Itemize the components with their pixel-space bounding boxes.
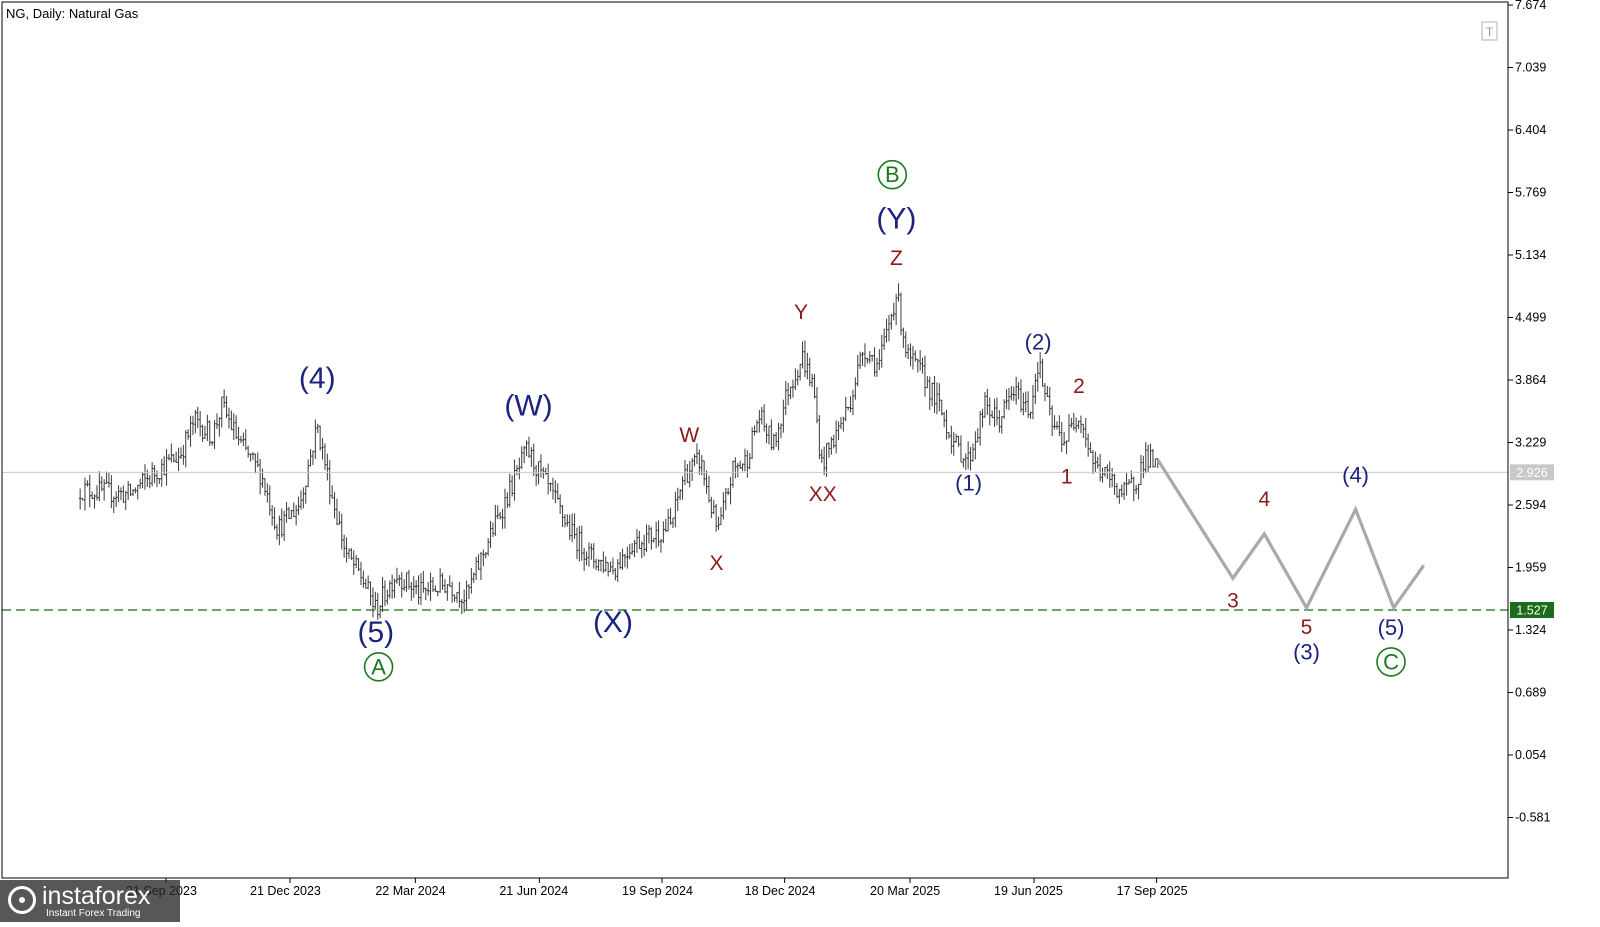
y-tick-label: 1.959 xyxy=(1515,561,1546,575)
y-tick-label: 3.864 xyxy=(1515,373,1546,387)
x-tick-label: 21 Dec 2023 xyxy=(250,884,321,898)
instaforex-logo-icon xyxy=(8,886,36,914)
y-tick-label: 7.039 xyxy=(1515,61,1546,75)
y-tick-label: 5.769 xyxy=(1515,186,1546,200)
panel-toggle-button[interactable]: T xyxy=(1481,21,1498,41)
current-price-tag-text: 2.926 xyxy=(1516,466,1547,480)
wave-label: 3 xyxy=(1227,589,1239,612)
wave-circle xyxy=(363,652,394,682)
x-tick-label: 19 Sep 2024 xyxy=(622,884,693,898)
wave-circle xyxy=(1376,647,1406,677)
wave-label-circled-b: B xyxy=(877,159,908,190)
x-tick-label: 17 Sep 2025 xyxy=(1117,884,1188,898)
wave-label: 1 xyxy=(1061,465,1073,488)
x-tick-label: 22 Mar 2024 xyxy=(375,884,445,898)
wave-label: B xyxy=(885,162,900,187)
x-tick-label: 21 Jun 2024 xyxy=(499,884,568,898)
wave-label: W xyxy=(679,424,699,447)
wave-labels: (4) (5) A (W) (X) W X Y XX Z (Y) B (1) (2) 2 1 3 4 5(3) (4)… xyxy=(299,159,1406,682)
y-tick-label: 0.689 xyxy=(1515,686,1546,700)
wave-label: 4 xyxy=(1258,488,1270,511)
wave-label: 2 xyxy=(1073,375,1085,398)
y-tick-label: 2.594 xyxy=(1515,498,1546,512)
y-tick-label: 3.229 xyxy=(1515,436,1546,450)
plot-frame xyxy=(1,1,1509,879)
panel-toggle-icon: T xyxy=(1486,25,1494,39)
wave-label: X xyxy=(709,552,723,575)
forecast-path xyxy=(1156,459,1426,612)
wave-label: (5) xyxy=(358,616,395,649)
support-level-tag: 1.527 xyxy=(1510,602,1554,619)
wave-label-circled-a: A xyxy=(363,652,394,682)
wave-label: (1) xyxy=(955,470,982,495)
instaforex-watermark: instaforex Instant Forex Trading xyxy=(0,880,180,922)
y-tick-label: -0.581 xyxy=(1515,811,1550,825)
wave-label: (2) xyxy=(1025,330,1052,355)
y-tick-label: 5.134 xyxy=(1515,248,1546,262)
current-price-tag: 2.926 xyxy=(1510,464,1554,481)
y-tick-label: 0.054 xyxy=(1515,748,1546,762)
watermark-tagline: Instant Forex Trading xyxy=(46,908,141,919)
wave-label: (3) xyxy=(1293,640,1320,665)
x-tick-label: 20 Mar 2025 xyxy=(870,884,940,898)
wave-label: (Y) xyxy=(876,202,916,235)
forecast-line xyxy=(1156,459,1426,612)
wave-circle xyxy=(877,159,908,190)
price-bars xyxy=(78,283,1159,620)
x-tick-label: 18 Dec 2024 xyxy=(745,884,816,898)
watermark-brand: instaforex xyxy=(42,882,151,910)
wave-label: A xyxy=(371,654,386,679)
wave-label: (W) xyxy=(504,389,552,422)
wave-label: Z xyxy=(890,247,903,270)
y-tick-label: 7.674 xyxy=(1515,0,1546,12)
wave-label-circled-c: C xyxy=(1376,647,1406,677)
wave-label: 5 xyxy=(1301,616,1313,639)
y-tick-label: 6.404 xyxy=(1515,123,1546,137)
wave-label: (5) xyxy=(1378,615,1405,640)
wave-label: XX xyxy=(809,483,837,506)
reference-lines xyxy=(2,471,1508,611)
wave-label: C xyxy=(1383,649,1399,674)
y-tick-label: 1.324 xyxy=(1515,623,1546,637)
x-tick-label: 19 Jun 2025 xyxy=(994,884,1063,898)
support-level-tag-bg xyxy=(1510,602,1554,619)
axes: 7.674 7.039 6.404 5.769 5.134 4.499 3.864 3.229… xyxy=(1,0,1554,898)
current-price-tag-bg xyxy=(1510,464,1554,481)
wave-label: Y xyxy=(794,301,808,324)
y-tick-label: 4.499 xyxy=(1515,311,1546,325)
chart-title: NG, Daily: Natural Gas xyxy=(6,6,139,21)
support-level-tag-text: 1.527 xyxy=(1516,604,1547,618)
wave-label: (4) xyxy=(1342,462,1369,487)
wave-label: (4) xyxy=(299,362,336,395)
wave-label: (X) xyxy=(593,606,633,639)
